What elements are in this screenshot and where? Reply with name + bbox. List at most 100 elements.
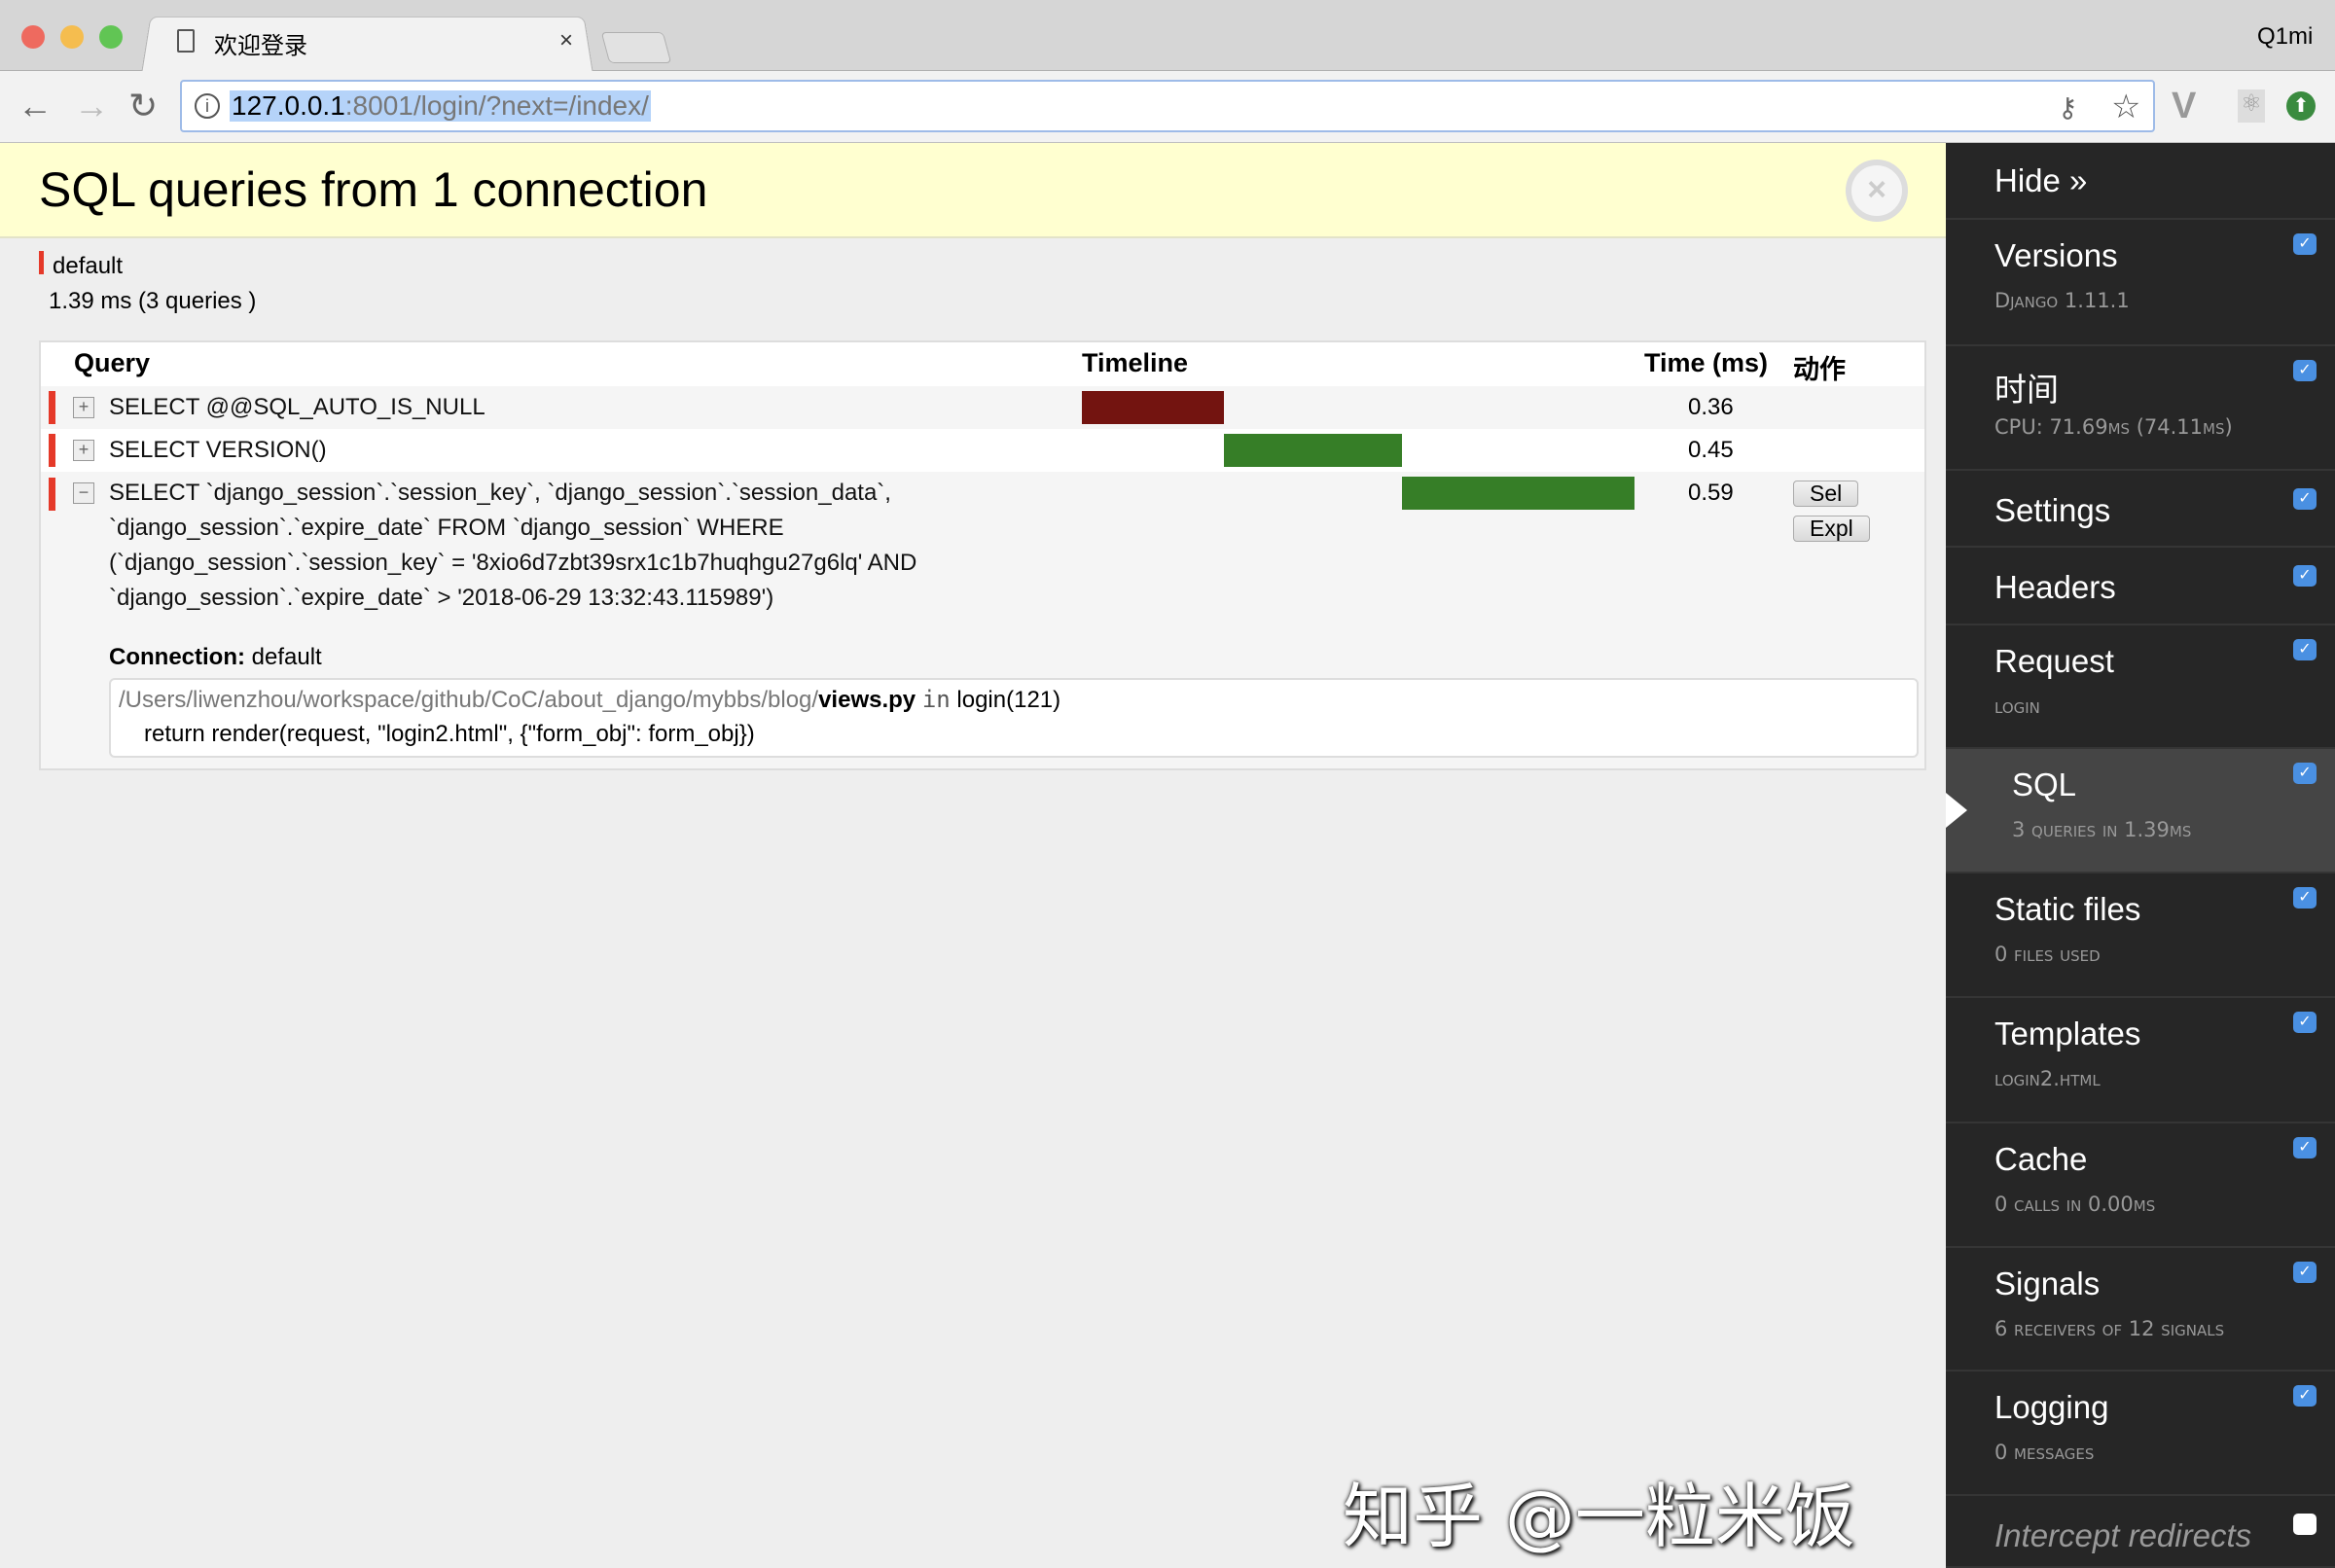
close-panel-button[interactable]: × (1846, 160, 1908, 222)
panel-header (0, 143, 1946, 238)
expand-toggle[interactable]: + (73, 440, 94, 461)
table-row (41, 386, 1924, 429)
watermark: 知乎 @一粒米饭 (1343, 1476, 1855, 1557)
hide-label: Hide » (1994, 162, 2088, 198)
panel-toggle-checkbox[interactable]: ✓ (2293, 639, 2317, 660)
row-color-marker (49, 478, 55, 511)
panel-toggle-checkbox[interactable]: ✓ (2293, 887, 2317, 909)
panel-toggle-checkbox[interactable]: ✓ (2293, 1385, 2317, 1407)
sidebar-item-title: Signals (1994, 1265, 2101, 1301)
connection-stats: 1.39 ms (3 queries ) (49, 288, 257, 314)
forward-icon[interactable]: → (74, 86, 109, 125)
minimize-window-button[interactable] (60, 25, 84, 49)
panel-toggle-checkbox[interactable]: ✓ (2293, 565, 2317, 587)
sidebar-item-title: Templates (1994, 1016, 2141, 1051)
panel-toggle-checkbox[interactable] (2293, 1514, 2317, 1535)
sidebar-item-headers[interactable]: Headers ✓ (1946, 548, 2335, 625)
new-tab-button[interactable] (600, 32, 672, 63)
stack-code: return render(request, "login2.html", {"… (144, 721, 755, 747)
profile-name[interactable]: Q1mi (2257, 23, 2314, 50)
sidebar-item-subtitle: 3 queries in 1.39ms (2012, 818, 2192, 841)
column-timeline: Timeline (1082, 348, 1189, 377)
connection-value: default (251, 644, 322, 670)
sidebar-item-title: 时间 (1994, 372, 2059, 408)
sidebar-item-title: Cache (1994, 1141, 2088, 1177)
panel-toggle-checkbox[interactable]: ✓ (2293, 233, 2317, 255)
sidebar-item-title: Headers (1994, 569, 2116, 605)
query-time: 0.36 (1688, 394, 1734, 420)
table-header-row (41, 342, 1924, 386)
sidebar-item-settings[interactable]: Settings ✓ (1946, 471, 2335, 548)
query-connection: Connection: default (109, 644, 322, 671)
sidebar-item-subtitle: 0 files used (1994, 943, 2101, 966)
query-sql: SELECT VERSION() (109, 437, 327, 463)
select-button[interactable]: Sel (1793, 481, 1859, 507)
stack-in: in (921, 686, 951, 713)
timeline-bar (1224, 434, 1402, 467)
stack-func: login(121) (956, 687, 1061, 713)
bookmark-star-icon[interactable]: ☆ (2111, 89, 2141, 125)
row-color-marker (49, 391, 55, 424)
panel-toggle-checkbox[interactable]: ✓ (2293, 1137, 2317, 1158)
query-time: 0.45 (1688, 437, 1734, 463)
sidebar-item-subtitle: 0 messages (1994, 1441, 2095, 1464)
sidebar-item-title: Versions (1994, 237, 2118, 273)
sidebar-item-subtitle: login2.html (1994, 1067, 2101, 1090)
query-sql: SELECT @@SQL_AUTO_IS_NULL (109, 394, 485, 420)
hide-toolbar-button[interactable]: Hide » (1946, 143, 2335, 220)
url-path: :8001/login/?next=/index/ (344, 90, 649, 121)
sidebar-item-versions[interactable]: Versions Django 1.11.1 ✓ (1946, 220, 2335, 346)
sidebar-item-sql[interactable]: SQL 3 queries in 1.39ms ✓ (1946, 749, 2335, 873)
panel-toggle-checkbox[interactable]: ✓ (2293, 360, 2317, 381)
stacktrace-box: /Users/liwenzhou/workspace/github/CoC/ab… (109, 678, 1919, 758)
panel-toggle-checkbox[interactable]: ✓ (2293, 1012, 2317, 1033)
sidebar-item-intercept-redirects[interactable]: Intercept redirects (1946, 1496, 2335, 1568)
explain-button[interactable]: Expl (1793, 516, 1870, 542)
sidebar-item-request[interactable]: Request login ✓ (1946, 625, 2335, 749)
sql-line: `django_session`.`expire_date` > '2018-0… (109, 585, 774, 611)
panel-toggle-checkbox[interactable]: ✓ (2293, 1262, 2317, 1283)
sidebar-item-signals[interactable]: Signals 6 receivers of 12 signals ✓ (1946, 1248, 2335, 1372)
expand-toggle[interactable]: + (73, 397, 94, 418)
column-actions: 动作 (1793, 355, 1846, 384)
back-icon[interactable]: ← (18, 86, 53, 125)
sql-line: SELECT `django_session`.`session_key`, `… (109, 480, 891, 506)
sidebar-item-logging[interactable]: Logging 0 messages ✓ (1946, 1372, 2335, 1496)
sidebar-item-title: Intercept redirects (1994, 1517, 2252, 1553)
sidebar-item-title: Request (1994, 643, 2114, 679)
info-icon[interactable]: i (195, 93, 220, 119)
vue-extension-icon[interactable]: V (2172, 86, 2197, 126)
update-extension-icon[interactable]: ⬆ (2286, 91, 2316, 121)
active-panel-arrow (1946, 793, 1967, 828)
collapse-toggle[interactable]: − (73, 482, 94, 504)
column-time: Time (ms) (1644, 348, 1769, 377)
url-text[interactable]: 127.0.0.1:8001/login/?next=/index/ (230, 90, 651, 122)
panel-toggle-checkbox[interactable]: ✓ (2293, 763, 2317, 784)
browser-tab[interactable] (141, 16, 593, 73)
sidebar-item-title: Static files (1994, 891, 2141, 927)
sidebar-item-title: Settings (1994, 492, 2111, 528)
timeline-bar (1082, 391, 1225, 424)
sidebar-item-title: Logging (1994, 1389, 2109, 1425)
sql-line: `django_session`.`expire_date` FROM `dja… (109, 515, 784, 541)
connection-name: default (53, 253, 124, 279)
sidebar-item-title: SQL (2012, 766, 2077, 802)
sidebar-item-templates[interactable]: Templates login2.html ✓ (1946, 998, 2335, 1123)
stack-path: /Users/liwenzhou/workspace/github/CoC/ab… (119, 687, 819, 713)
sidebar-item-cache[interactable]: Cache 0 calls in 0.00ms ✓ (1946, 1123, 2335, 1248)
panel-toggle-checkbox[interactable]: ✓ (2293, 488, 2317, 510)
tab-close-icon[interactable]: × (559, 27, 574, 53)
reload-icon[interactable]: ↻ (128, 86, 159, 125)
tab-title: 欢迎登录 (214, 33, 307, 59)
react-extension-icon[interactable]: ⚛ (2238, 89, 2265, 123)
sidebar-item-time[interactable]: 时间 CPU: 71.69ms (74.11ms) ✓ (1946, 346, 2335, 471)
close-window-button[interactable] (21, 25, 45, 49)
connection-color-marker (39, 251, 44, 274)
stack-file: views.py (818, 687, 916, 713)
timeline-bar (1401, 477, 1634, 510)
maximize-window-button[interactable] (99, 25, 123, 49)
table-row (41, 429, 1924, 472)
sidebar-item-subtitle: Django 1.11.1 (1994, 289, 2130, 312)
sidebar-item-static-files[interactable]: Static files 0 files used ✓ (1946, 873, 2335, 998)
key-icon[interactable]: ⚷ (2058, 92, 2078, 123)
